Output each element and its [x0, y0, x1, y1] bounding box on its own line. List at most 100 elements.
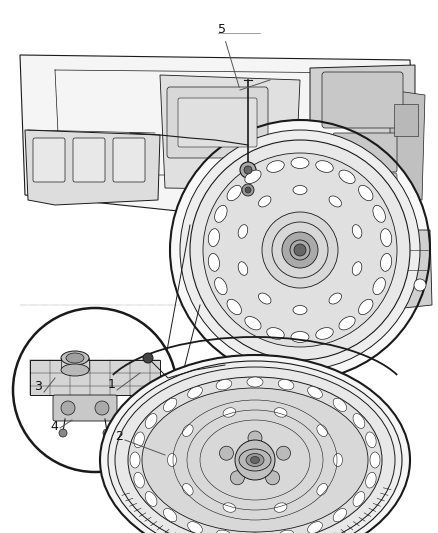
Ellipse shape: [61, 364, 89, 376]
Ellipse shape: [245, 317, 261, 330]
Ellipse shape: [329, 196, 342, 207]
Ellipse shape: [187, 386, 202, 398]
Ellipse shape: [215, 278, 227, 295]
FancyBboxPatch shape: [53, 395, 117, 421]
Text: 4: 4: [50, 420, 58, 433]
Ellipse shape: [145, 414, 157, 429]
Ellipse shape: [373, 278, 385, 295]
Ellipse shape: [134, 432, 145, 448]
Ellipse shape: [145, 491, 157, 506]
FancyBboxPatch shape: [322, 72, 403, 128]
Ellipse shape: [183, 483, 193, 495]
Circle shape: [103, 429, 111, 437]
Ellipse shape: [293, 185, 307, 195]
Ellipse shape: [316, 328, 333, 340]
Circle shape: [203, 153, 397, 347]
Ellipse shape: [142, 388, 368, 532]
Ellipse shape: [258, 196, 271, 207]
Circle shape: [180, 130, 420, 370]
Ellipse shape: [274, 503, 287, 512]
Ellipse shape: [246, 454, 264, 466]
Circle shape: [59, 429, 67, 437]
Ellipse shape: [115, 367, 395, 533]
Ellipse shape: [352, 224, 362, 238]
Ellipse shape: [329, 293, 342, 304]
FancyBboxPatch shape: [343, 173, 397, 199]
Ellipse shape: [381, 229, 392, 247]
Ellipse shape: [352, 262, 362, 276]
Ellipse shape: [227, 299, 241, 314]
Ellipse shape: [163, 398, 177, 411]
Circle shape: [294, 244, 306, 256]
Ellipse shape: [370, 452, 380, 468]
Ellipse shape: [307, 386, 322, 398]
Circle shape: [244, 166, 252, 174]
Circle shape: [219, 446, 233, 460]
FancyBboxPatch shape: [33, 138, 65, 182]
Ellipse shape: [317, 425, 328, 437]
Circle shape: [13, 308, 177, 472]
Ellipse shape: [215, 205, 227, 222]
Ellipse shape: [245, 170, 261, 183]
Circle shape: [240, 162, 256, 178]
Ellipse shape: [108, 361, 402, 533]
Ellipse shape: [366, 472, 376, 488]
Ellipse shape: [223, 408, 236, 417]
Circle shape: [276, 446, 290, 460]
Circle shape: [248, 431, 262, 445]
Ellipse shape: [187, 522, 202, 533]
Ellipse shape: [366, 432, 376, 448]
Circle shape: [61, 401, 75, 415]
Circle shape: [265, 471, 279, 485]
Ellipse shape: [216, 530, 232, 533]
Ellipse shape: [291, 332, 309, 343]
Circle shape: [242, 184, 254, 196]
Ellipse shape: [339, 317, 355, 330]
Ellipse shape: [66, 353, 84, 363]
Ellipse shape: [258, 293, 271, 304]
Circle shape: [235, 440, 275, 480]
Ellipse shape: [316, 160, 333, 172]
Polygon shape: [380, 230, 432, 310]
Ellipse shape: [291, 157, 309, 168]
FancyBboxPatch shape: [73, 138, 105, 182]
Ellipse shape: [251, 456, 259, 464]
Ellipse shape: [227, 185, 241, 201]
FancyBboxPatch shape: [113, 138, 145, 182]
Ellipse shape: [208, 229, 219, 247]
Ellipse shape: [128, 377, 382, 533]
FancyBboxPatch shape: [167, 87, 268, 158]
Ellipse shape: [167, 454, 177, 466]
Circle shape: [245, 187, 251, 193]
Ellipse shape: [61, 351, 89, 365]
Ellipse shape: [238, 262, 248, 276]
Ellipse shape: [293, 305, 307, 314]
Ellipse shape: [339, 170, 355, 183]
Ellipse shape: [373, 205, 385, 222]
Ellipse shape: [278, 530, 294, 533]
Ellipse shape: [333, 508, 346, 522]
Ellipse shape: [216, 379, 232, 390]
Ellipse shape: [278, 379, 294, 390]
FancyBboxPatch shape: [394, 104, 418, 136]
FancyBboxPatch shape: [333, 133, 397, 172]
Polygon shape: [160, 75, 300, 190]
Ellipse shape: [274, 408, 287, 417]
Ellipse shape: [333, 454, 343, 466]
Circle shape: [143, 353, 153, 363]
Ellipse shape: [353, 491, 365, 506]
Ellipse shape: [134, 472, 145, 488]
Ellipse shape: [267, 328, 284, 340]
Ellipse shape: [100, 355, 410, 533]
Ellipse shape: [359, 185, 373, 201]
Text: 5: 5: [218, 23, 239, 87]
Text: 3: 3: [34, 380, 42, 393]
Circle shape: [190, 140, 410, 360]
Polygon shape: [25, 130, 160, 205]
Polygon shape: [390, 90, 425, 200]
FancyBboxPatch shape: [178, 98, 257, 147]
Ellipse shape: [381, 253, 392, 271]
Circle shape: [282, 232, 318, 268]
Polygon shape: [310, 65, 415, 205]
Ellipse shape: [353, 414, 365, 429]
